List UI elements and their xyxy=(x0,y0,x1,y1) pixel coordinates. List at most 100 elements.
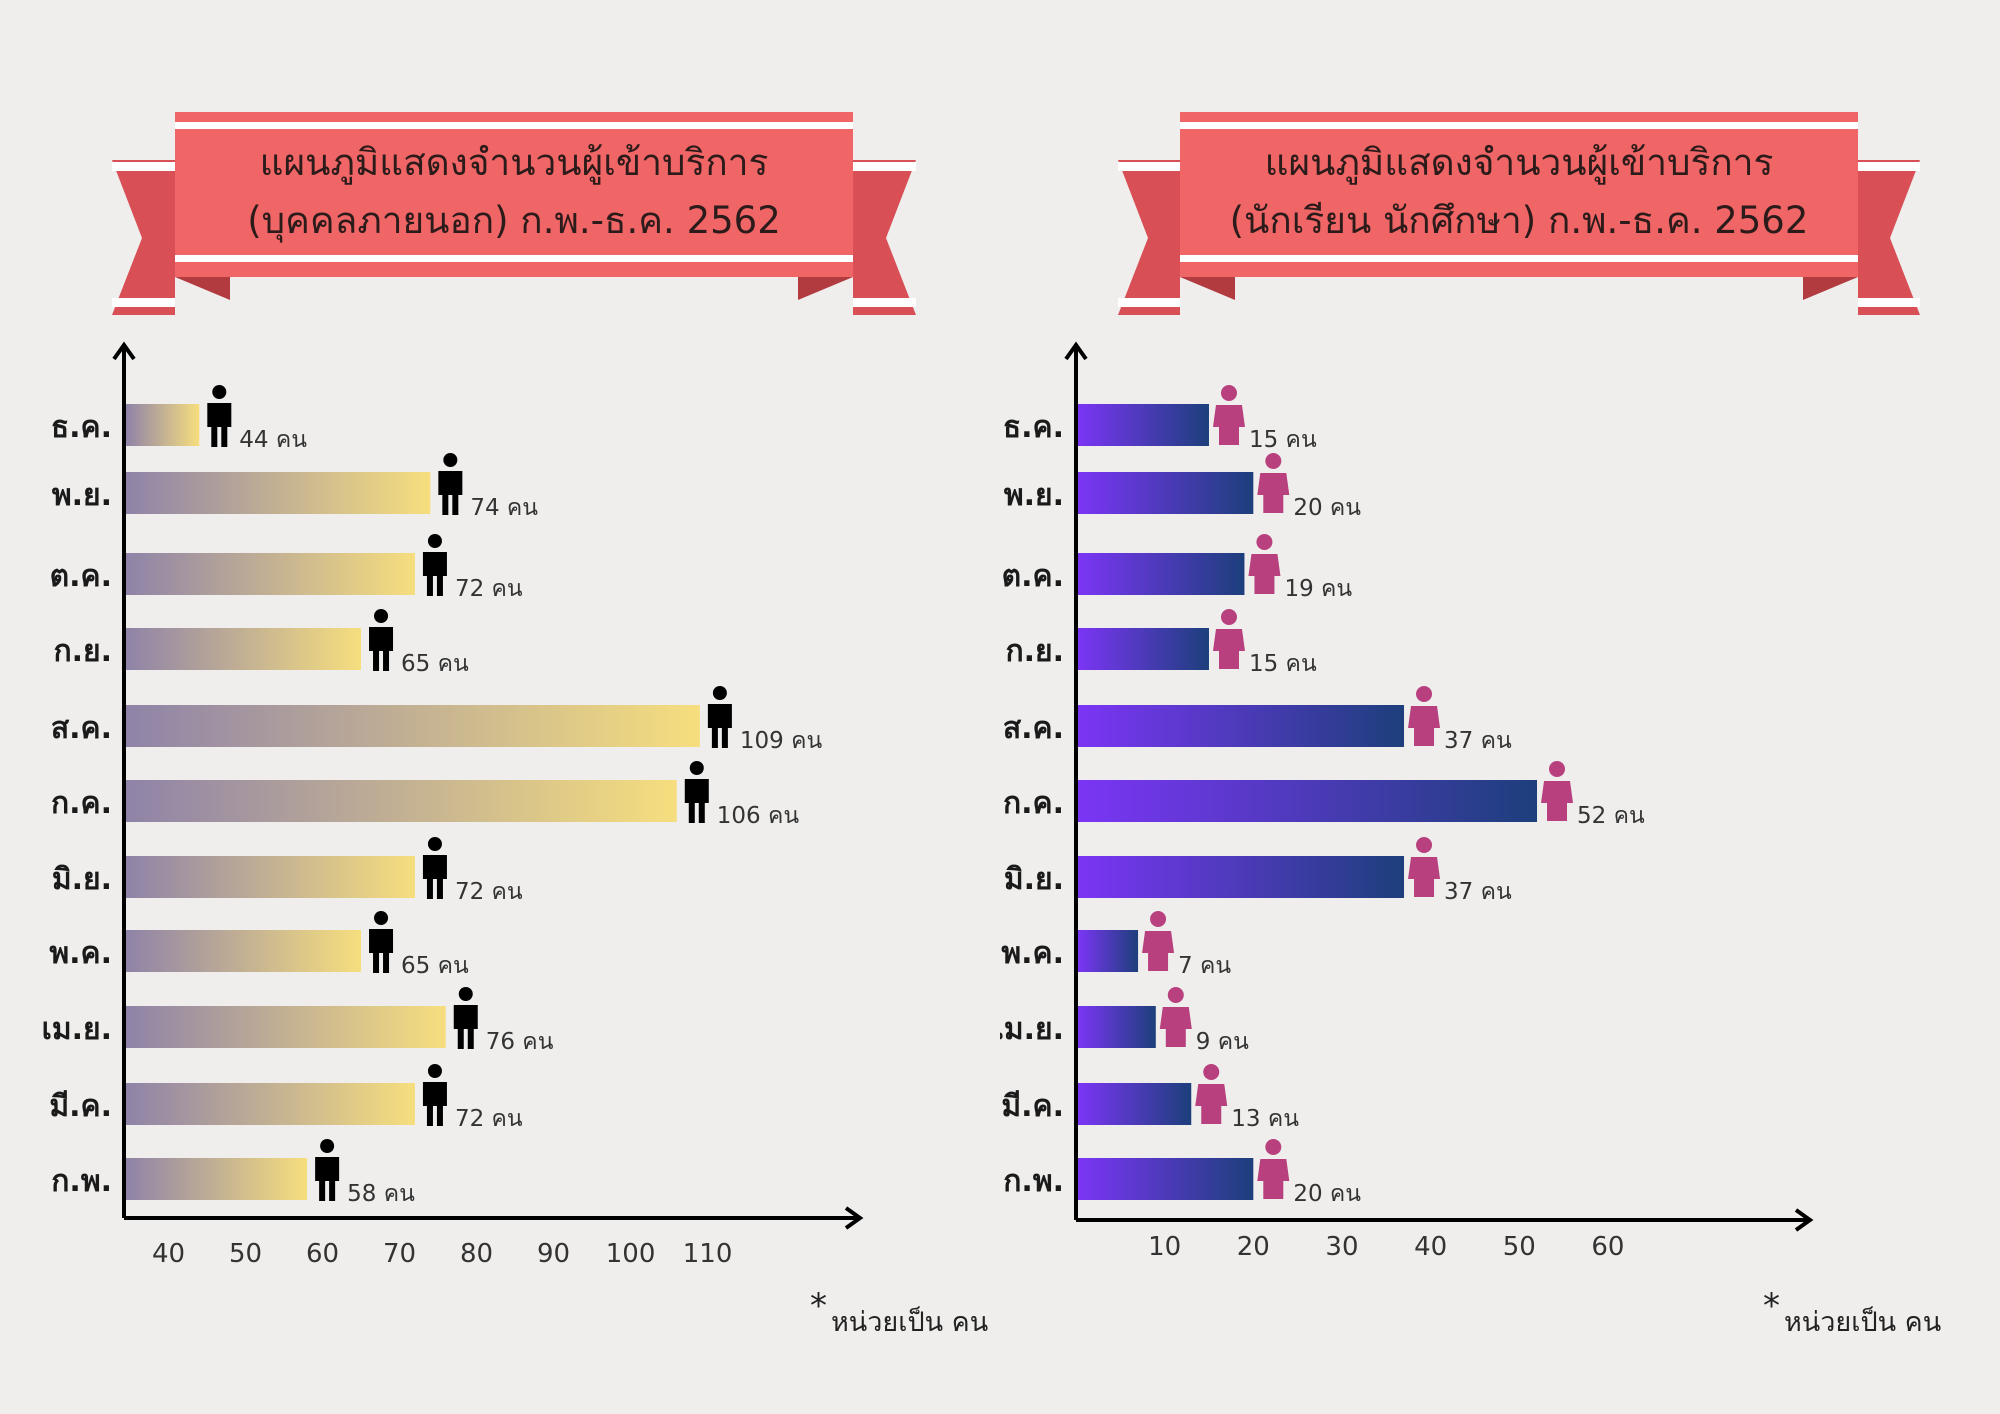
value-label: 76 คน xyxy=(486,1029,554,1055)
bar-row: มิ.ย. 37 คน xyxy=(1004,837,1512,905)
category-label: พ.ค. xyxy=(1001,936,1064,971)
chart-title-line1: แผนภูมิแสดงจำนวนผู้เข้าบริการ xyxy=(260,141,769,185)
value-label: 9 คน xyxy=(1196,1029,1249,1055)
category-label: ธ.ค. xyxy=(51,410,112,445)
category-label: เม.ย. xyxy=(1000,1012,1064,1047)
ribbon-stripe xyxy=(112,298,175,307)
x-tick-label: 40 xyxy=(152,1239,185,1269)
axes xyxy=(1064,341,1814,1232)
ribbon-tail-left xyxy=(1118,160,1180,315)
bar-row: พ.ค. 65 คน xyxy=(49,911,469,979)
bar-row: ก.ค. 106 คน xyxy=(51,761,799,829)
woman-icon-body xyxy=(1212,405,1245,445)
woman-icon-head xyxy=(1265,1139,1282,1155)
x-tick-label: 10 xyxy=(1148,1232,1181,1262)
asterisk-icon: * xyxy=(810,1286,827,1326)
bar-row: เม.ย. 76 คน xyxy=(42,987,554,1055)
bar xyxy=(1078,1006,1156,1048)
x-tick-label: 60 xyxy=(306,1239,339,1269)
bar-row: ก.ค. 52 คน xyxy=(1003,761,1645,829)
man-icon-head xyxy=(458,987,473,1001)
man-icon-body xyxy=(369,929,394,973)
x-tick-label: 80 xyxy=(460,1239,493,1269)
value-label: 20 คน xyxy=(1293,495,1361,521)
bar xyxy=(1078,628,1209,670)
bar-row: มิ.ย. 72 คน xyxy=(52,837,523,905)
man-icon-body xyxy=(315,1157,340,1201)
ribbon-stripe xyxy=(1858,162,1920,171)
category-label: พ.ค. xyxy=(49,936,112,971)
bar xyxy=(1078,1083,1192,1125)
man-icon-body xyxy=(422,552,447,596)
value-label: 106 คน xyxy=(717,803,800,829)
value-label: 58 คน xyxy=(347,1181,415,1207)
ribbon-fold-left xyxy=(175,277,230,300)
bar xyxy=(126,404,200,446)
man-icon-head xyxy=(712,686,727,700)
value-label: 74 คน xyxy=(470,495,538,521)
bar xyxy=(126,856,415,898)
man-icon-head xyxy=(427,1064,442,1078)
category-label: ธ.ค. xyxy=(1003,410,1064,445)
value-label: 72 คน xyxy=(455,1106,523,1132)
value-label: 72 คน xyxy=(455,879,523,905)
ribbon-stripe xyxy=(1858,298,1920,307)
value-label: 65 คน xyxy=(401,953,469,979)
bar-row: เม.ย. 9 คน xyxy=(1000,987,1249,1055)
ribbon-tail-left xyxy=(112,160,175,315)
woman-icon-body xyxy=(1195,1084,1228,1124)
bar xyxy=(1078,856,1405,898)
ribbon-stripe xyxy=(175,122,853,129)
woman-icon-head xyxy=(1256,534,1273,550)
bar xyxy=(126,553,415,595)
category-label: ก.ย. xyxy=(53,634,112,669)
x-tick-label: 50 xyxy=(229,1239,262,1269)
bar-row: ธ.ค. 44 คน xyxy=(51,385,307,453)
woman-icon-body xyxy=(1257,1159,1290,1199)
value-label: 72 คน xyxy=(455,576,523,602)
woman-icon-body xyxy=(1257,473,1290,513)
bar-row: ธ.ค. 15 คน xyxy=(1003,385,1317,453)
ribbon-fold-right xyxy=(1803,277,1858,300)
ribbon-stripe xyxy=(175,255,853,262)
bar-row: พ.ย. 20 คน xyxy=(1004,453,1361,521)
man-icon-body xyxy=(207,403,232,447)
category-label: ต.ค. xyxy=(1002,559,1064,594)
axes xyxy=(112,341,864,1230)
ribbon-stripe xyxy=(112,162,175,171)
category-label: พ.ย. xyxy=(1004,478,1064,513)
y-axis-arrow xyxy=(1064,341,1088,361)
ribbon-tail-right xyxy=(1858,160,1920,315)
category-label: มี.ค. xyxy=(49,1089,112,1124)
value-label: 44 คน xyxy=(239,427,307,453)
bar xyxy=(126,705,700,747)
bar xyxy=(126,1083,415,1125)
man-icon-body xyxy=(422,855,447,899)
chart-panel-right: แผนภูมิแสดงจำนวนผู้เข้าบริการ (นักเรียน น… xyxy=(1000,0,2000,1414)
man-icon-body xyxy=(684,779,709,823)
category-label: เม.ย. xyxy=(42,1012,112,1047)
x-tick-label: 70 xyxy=(383,1239,416,1269)
man-icon-body xyxy=(438,471,463,515)
x-tick-label: 30 xyxy=(1325,1232,1358,1262)
category-label: ก.พ. xyxy=(51,1164,112,1199)
x-tick-label: 90 xyxy=(537,1239,570,1269)
bar-row: มี.ค. 13 คน xyxy=(1001,1064,1299,1132)
woman-icon-head xyxy=(1203,1064,1220,1080)
x-tick-label: 50 xyxy=(1503,1232,1536,1262)
bar xyxy=(126,780,677,822)
man-icon-body xyxy=(422,1082,447,1126)
chart-svg-left: แผนภูมิแสดงจำนวนผู้เข้าบริการ (บุคคลภายนอ… xyxy=(42,112,916,1269)
bar-row: ก.พ. 20 คน xyxy=(1003,1139,1361,1207)
woman-icon-head xyxy=(1167,987,1184,1003)
bar xyxy=(126,1006,446,1048)
x-axis-arrow xyxy=(1794,1208,1814,1232)
man-icon-head xyxy=(427,837,442,851)
x-tick-label: 20 xyxy=(1237,1232,1270,1262)
man-icon-head xyxy=(374,911,389,925)
category-label: มิ.ย. xyxy=(52,862,112,897)
ribbon-stripe xyxy=(1118,162,1180,171)
man-icon-body xyxy=(453,1005,478,1049)
x-tick-label: 100 xyxy=(606,1239,656,1269)
bar-row: ก.ย. 65 คน xyxy=(53,609,469,677)
